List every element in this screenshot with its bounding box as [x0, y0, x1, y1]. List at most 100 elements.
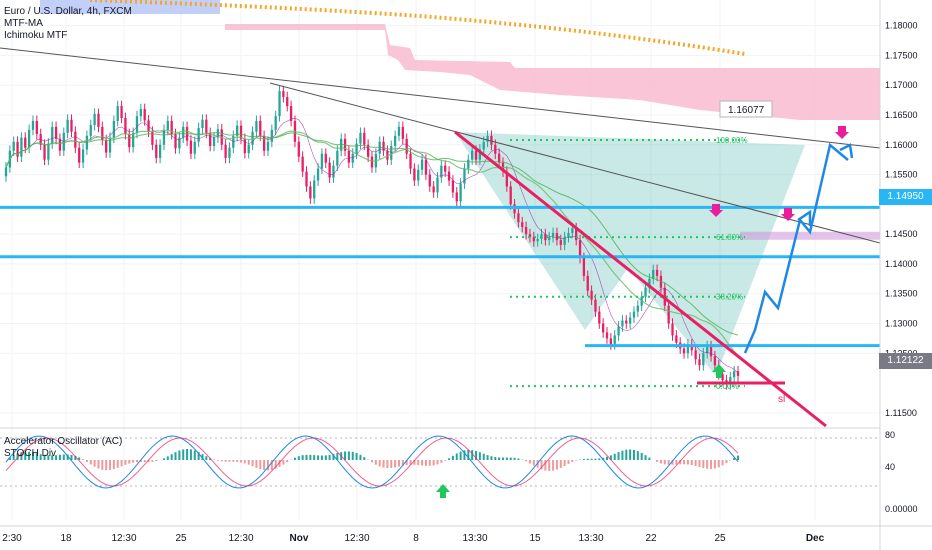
stop-loss-label: sl	[778, 394, 785, 405]
indicator-label[interactable]: STOCH Div	[4, 448, 57, 459]
oscillator-bar	[563, 460, 566, 466]
candle-body	[178, 137, 181, 149]
oscillator-bar	[405, 460, 408, 466]
candle-body	[536, 238, 539, 242]
price-tick-label: 1.18000	[885, 21, 918, 31]
candle-body	[108, 137, 112, 153]
oscillator-bar	[193, 450, 196, 460]
indicator-label[interactable]: MTF-MA	[4, 18, 43, 29]
oscillator-bar	[737, 455, 739, 460]
candle-body	[228, 147, 231, 158]
candle-body	[74, 131, 77, 148]
candle-body	[112, 120, 116, 138]
oscillator-bar	[525, 460, 528, 462]
oscillator-bar	[228, 460, 231, 462]
oscillator-bar	[467, 449, 470, 460]
oscillator-bar	[16, 453, 19, 460]
candle-body	[278, 91, 281, 117]
oscillator-bar	[532, 460, 535, 466]
candle-body	[444, 165, 447, 172]
candle-body	[355, 143, 358, 154]
oscillator-bar	[509, 457, 512, 460]
candle-body	[548, 237, 551, 241]
candle-body	[521, 222, 524, 228]
candle-body	[517, 213, 520, 223]
oscillator-bar	[305, 454, 308, 460]
oscillator-bar	[675, 460, 678, 465]
oscillator-bar	[706, 460, 709, 469]
oscillator-bar	[55, 455, 58, 460]
candle-body	[436, 177, 439, 193]
candle-body	[116, 106, 119, 121]
candle-body	[432, 186, 435, 193]
candle-body	[309, 186, 312, 199]
indicator-label[interactable]: Ichimoku MTF	[4, 30, 68, 41]
fib-levels[interactable]: 100.00% 61.80% 38.20% 0.00%	[510, 136, 748, 391]
oscillator-bar	[101, 460, 104, 470]
candle-body	[609, 338, 613, 345]
candle-body	[451, 180, 455, 193]
oscillator-bar	[78, 457, 81, 460]
oscillator-bar	[243, 460, 246, 464]
candle-body	[224, 144, 227, 158]
oscillator-bar	[606, 456, 609, 460]
candle-body	[120, 106, 123, 118]
oscillator-bar	[409, 460, 412, 465]
oscillator-bar	[216, 460, 219, 461]
oscillator-bar	[278, 460, 281, 467]
oscillator-bar	[540, 460, 543, 470]
time-tick-label: 13:30	[578, 533, 603, 544]
candle-body	[478, 149, 482, 160]
candle-body	[366, 144, 370, 157]
candle-body	[105, 140, 108, 153]
oscillator-bar	[548, 460, 551, 471]
moving-averages	[5, 117, 739, 374]
candle-body	[471, 150, 474, 160]
oscillator-bar	[586, 458, 589, 460]
candle-body	[636, 305, 639, 312]
stoch-line	[5, 435, 739, 489]
candle-body	[54, 126, 58, 139]
fib-label: 100.00%	[716, 136, 748, 145]
oscillator-bar	[552, 460, 555, 471]
oscillator-bar	[494, 457, 497, 460]
oscillator-bar	[575, 460, 578, 461]
oscillator-bar	[390, 460, 393, 468]
oscillator-bar	[324, 455, 327, 460]
candle-body	[139, 109, 142, 117]
oscillator-bar	[428, 460, 431, 466]
oscillator-bar	[166, 456, 169, 460]
candle-body	[575, 228, 578, 241]
oscillator-bar	[286, 460, 289, 463]
oscillator-bar	[613, 453, 616, 460]
candle-body	[20, 137, 23, 157]
indicator-label[interactable]: Accelerator Oscillator (AC)	[4, 436, 123, 447]
oscillator-bar	[359, 454, 362, 460]
oscillator-bar	[347, 451, 350, 460]
candle-body	[93, 113, 96, 126]
oscillator-bar	[444, 460, 447, 461]
price-tick-label: 1.14500	[885, 229, 918, 239]
oscillator-bar	[309, 454, 312, 460]
oscillator-bar	[413, 460, 416, 465]
trendlines[interactable]: 1.16077 sl	[0, 47, 881, 428]
candle-body	[482, 141, 485, 150]
time-tick-label: 25	[714, 533, 726, 544]
candle-body	[463, 168, 466, 184]
oscillator-bar	[282, 460, 285, 465]
oscillator-bar	[544, 460, 547, 471]
projection-path[interactable]	[743, 142, 854, 354]
candle-body	[401, 126, 404, 139]
oscillator-bar	[74, 455, 77, 460]
oscillator-bar	[683, 460, 686, 465]
oscillator-bar	[31, 452, 34, 460]
candle-body	[497, 153, 501, 163]
oscillator-bar	[259, 460, 262, 470]
down-arrow-icon	[709, 204, 723, 217]
candle-body	[702, 353, 705, 366]
oscillator-bar	[679, 460, 682, 465]
candle-body	[690, 344, 693, 351]
candle-body	[47, 143, 50, 160]
horizontal-levels[interactable]	[0, 205, 880, 348]
